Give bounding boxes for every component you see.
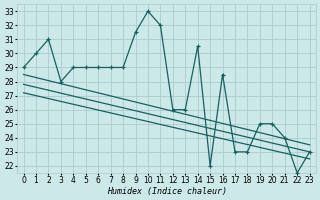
X-axis label: Humidex (Indice chaleur): Humidex (Indice chaleur) — [107, 187, 227, 196]
